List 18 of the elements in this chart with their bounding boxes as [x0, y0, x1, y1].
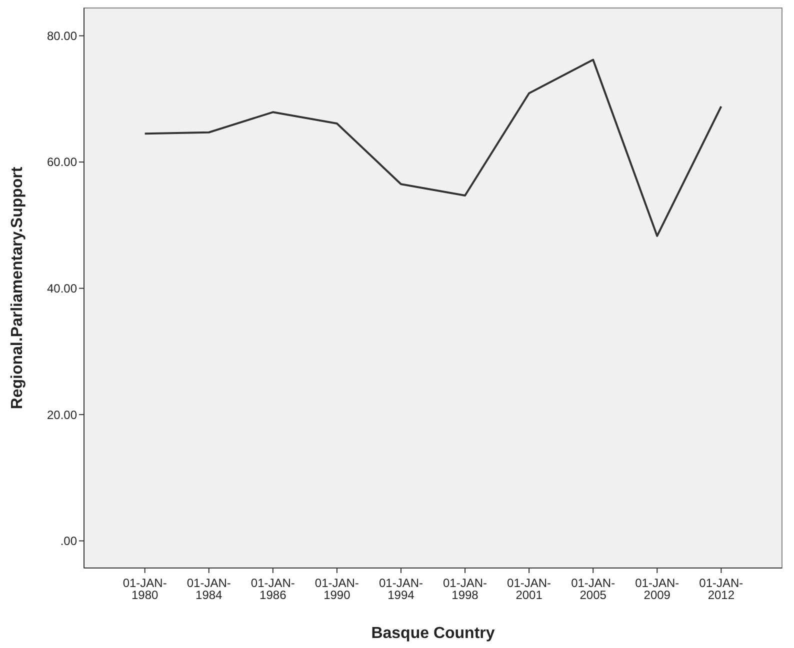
- x-tick-label: 01-JAN-1998: [443, 576, 488, 602]
- x-tick-label: 01-JAN-2012: [699, 576, 744, 602]
- y-tick-label: 20.00: [46, 408, 78, 422]
- x-tick-label: 01-JAN-1980: [122, 576, 167, 602]
- x-tick-label: 01-JAN-1984: [186, 576, 231, 602]
- x-tick-label: 01-JAN-1994: [378, 576, 423, 602]
- x-tick-label: 01-JAN-2009: [635, 576, 680, 602]
- x-axis-title: Basque Country: [371, 625, 495, 642]
- y-tick-label: 40.00: [46, 282, 78, 296]
- x-tick-label: 01-JAN-2005: [571, 576, 616, 602]
- x-tick-label: 01-JAN-1990: [314, 576, 359, 602]
- y-tick-label: .00: [60, 534, 78, 548]
- y-axis-title: Regional.Parliamentary.Support: [9, 166, 26, 410]
- y-tick-label: 80.00: [46, 28, 78, 43]
- y-tick-label: 60.00: [46, 155, 78, 170]
- x-tick-label: 01-JAN-1986: [250, 576, 295, 602]
- x-tick-label: 01-JAN-2001: [507, 576, 552, 602]
- line-series: [144, 58, 722, 237]
